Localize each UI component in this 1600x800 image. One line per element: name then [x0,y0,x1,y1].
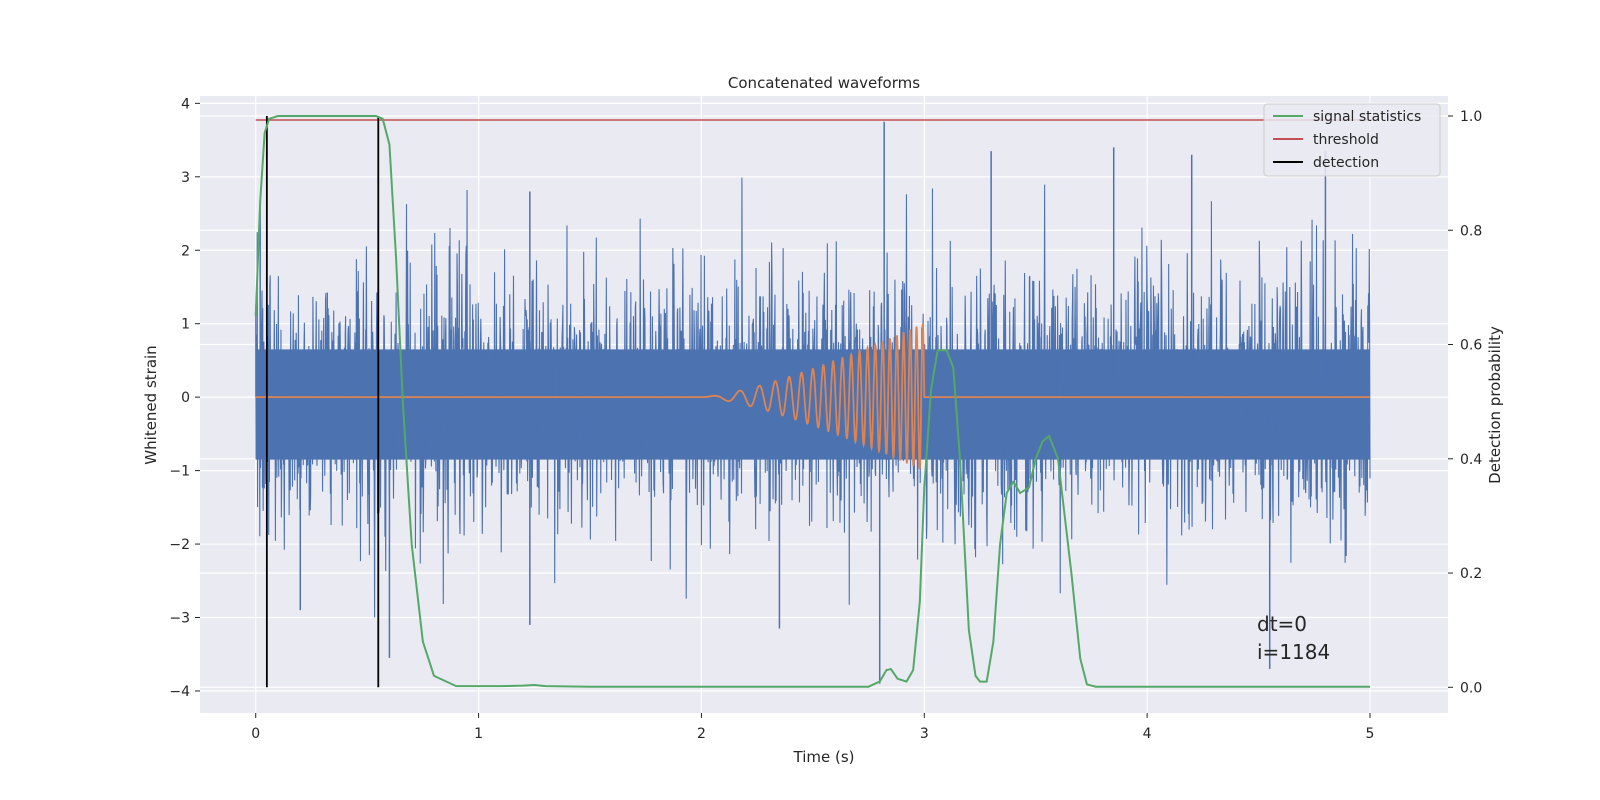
y-tick-label-left: −2 [169,537,190,553]
y-tick-label-left: 2 [181,243,190,259]
x-tick-label: 0 [251,726,260,742]
x-tick-label: 3 [920,726,929,742]
annotation-index: i=1184 [1257,640,1330,664]
ticks: 0 1 2 3 4 5 4 3 2 1 0 −1 −2 −3 −4 1.0 0.8 0.6 0.4 0.2 0.0 [169,96,1482,742]
legend: signal statistics threshold detection [1263,103,1441,177]
y-tick-label-right: 0.4 [1460,452,1482,468]
chart-title: Concatenated waveforms [728,74,920,92]
probability-series [254,115,1370,688]
x-axis-label: Time (s) [793,748,855,766]
waveform-series [255,323,1370,470]
annotation-dt: dt=0 [1257,612,1307,636]
y-tick-label-left: −4 [169,684,190,700]
y-tick-label-right: 1.0 [1460,109,1482,125]
x-tick-label: 4 [1143,726,1152,742]
y-axis-label-right: Detection probability [1486,326,1504,484]
legend-label-detection: detection [1313,155,1379,171]
y-tick-label-left: 0 [181,390,190,406]
y-tick-label-left: −3 [169,611,190,627]
x-tick-label: 5 [1366,726,1375,742]
y-tick-label-right: 0.6 [1460,338,1482,354]
legend-box [1263,103,1441,177]
y-tick-label-left: −1 [169,464,190,480]
legend-label-threshold: threshold [1313,132,1379,148]
x-tick-label: 1 [474,726,483,742]
y-tick-label-right: 0.2 [1460,566,1482,582]
y-tick-label-right: 0.8 [1460,223,1482,239]
y-axis-label-left: Whitened strain [142,345,160,464]
x-tick-label: 2 [697,726,706,742]
y-tick-label-left: 3 [181,170,190,186]
legend-label-signal-statistics: signal statistics [1313,109,1421,125]
signal-statistics-line [254,115,1370,688]
strain-line [255,177,1371,618]
y-tick-label-right: 0.0 [1460,680,1482,696]
waveform-line [255,323,1370,470]
y-tick-label-left: 1 [181,317,190,333]
y-tick-label-left: 4 [181,96,190,112]
